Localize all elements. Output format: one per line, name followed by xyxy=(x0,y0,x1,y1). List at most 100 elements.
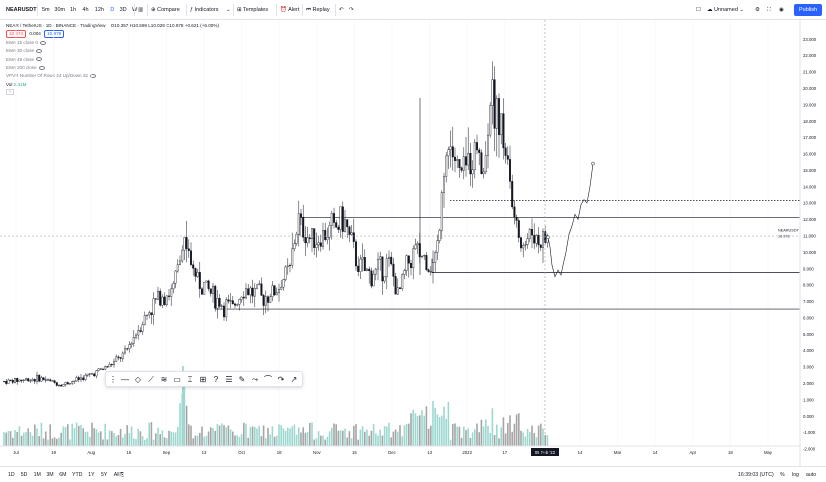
fullscreen-square-icon[interactable]: ☐ xyxy=(696,7,701,13)
volume-bar xyxy=(58,437,60,446)
trend-line-icon[interactable]: ⟋ xyxy=(148,375,154,384)
legend-indicator[interactable]: VPVR Number Of Rows 24 Up/Down 32 xyxy=(6,72,219,80)
indicator-label: EMA 15 close 0 xyxy=(6,39,38,45)
range-YTD[interactable]: YTD xyxy=(72,472,83,478)
date-range-icon[interactable]: ⌶ xyxy=(187,375,193,384)
templates-button[interactable]: ⊞ Templates xyxy=(237,4,268,16)
range-5Y[interactable]: 5Y xyxy=(101,472,108,478)
candles-type-icon[interactable]: ▥ xyxy=(138,7,144,13)
symbol-search[interactable]: NEARUSDT xyxy=(6,7,37,13)
candle-body xyxy=(209,288,212,294)
candle-body xyxy=(211,285,214,294)
range-1M[interactable]: 1M xyxy=(33,472,41,478)
horizontal-line-icon[interactable]: — xyxy=(121,375,129,384)
legend-indicator[interactable]: EMA 49 close xyxy=(6,56,219,64)
rectangle-icon[interactable]: ▭ xyxy=(173,375,181,384)
price-axis[interactable]: 23.000 22.000 21.000 20.000 19.000 18.000 17.0… xyxy=(799,20,826,466)
volume-bar xyxy=(214,430,216,446)
volume-bar xyxy=(405,423,408,446)
candle-body xyxy=(445,155,448,177)
candle-body xyxy=(29,380,32,382)
range-3M[interactable]: 3M xyxy=(46,472,54,478)
horizontal-levels[interactable]: 13.14612.1218.7486.52510.978NEARUSDT10.9… xyxy=(214,197,825,313)
publish-button[interactable]: Publish xyxy=(794,4,822,16)
candle-body xyxy=(489,105,492,136)
indicators-dropdown-icon[interactable]: ⌄ xyxy=(226,7,231,13)
volume-bar xyxy=(447,401,450,446)
layout-button[interactable]: ☁ Unnamed ⌄ xyxy=(707,4,744,16)
fullscreen-icon[interactable]: ⛶ xyxy=(767,7,771,13)
interval-1h[interactable]: 1h xyxy=(70,7,77,13)
legend-indicator[interactable]: EMA 30 close xyxy=(6,47,219,55)
candle-body xyxy=(465,156,468,166)
eye-hidden-icon[interactable] xyxy=(38,65,45,70)
interval-12h[interactable]: 12h xyxy=(94,7,104,13)
legend-indicator[interactable]: EMA 200 close xyxy=(6,64,219,72)
brush-icon[interactable]: ✎ xyxy=(238,375,246,384)
buy-price-box[interactable]: 10.978 xyxy=(44,30,65,39)
camera-icon[interactable]: ◉ xyxy=(779,7,784,13)
range-1D[interactable]: 1D xyxy=(8,472,15,478)
date-range-calendar-icon[interactable]: ⎘ xyxy=(120,472,125,478)
legend-indicator[interactable]: EMA 15 close 0 xyxy=(6,39,219,47)
price-tick-label: 2.000 xyxy=(803,381,814,386)
legend-title[interactable]: NEAR / TetherUS · 1D · BINANCE · Trading… xyxy=(6,23,106,28)
candle-body xyxy=(377,259,380,270)
volume-bar xyxy=(119,428,122,446)
drag-handle-icon[interactable]: ⋮ xyxy=(109,375,117,384)
settings-gear-icon[interactable]: ⚙ xyxy=(755,7,760,13)
interval-30m[interactable]: 30m xyxy=(54,7,66,13)
candle-body xyxy=(533,234,536,244)
indicators-button[interactable]: ƒ Indicators xyxy=(190,4,218,16)
log-toggle[interactable]: log xyxy=(792,472,799,478)
compare-button[interactable]: ⊕ Compare xyxy=(151,4,180,16)
auto-toggle[interactable]: auto xyxy=(806,472,817,478)
range-1Y[interactable]: 1Y xyxy=(88,472,95,478)
range-6M[interactable]: 6M xyxy=(59,472,67,478)
candle-body xyxy=(460,167,463,171)
volume-bar xyxy=(269,434,271,446)
arc-icon[interactable]: ⌒ xyxy=(264,375,272,384)
eye-hidden-icon[interactable] xyxy=(36,49,43,53)
clock[interactable]: 16:39:03 (UTC) xyxy=(738,472,774,478)
grid-icon[interactable]: ⊞ xyxy=(199,375,207,384)
redo-icon[interactable]: ↷ xyxy=(349,7,354,13)
volume-bar xyxy=(522,432,524,446)
chevron-up-icon[interactable]: ⌃ xyxy=(6,89,14,96)
volume-bar xyxy=(445,418,447,446)
eye-hidden-icon[interactable] xyxy=(36,57,43,62)
parallel-channel-icon[interactable]: ≋ xyxy=(160,375,168,384)
candle-body xyxy=(5,381,8,384)
fib-icon[interactable]: ☰ xyxy=(225,375,233,384)
diamond-icon[interactable]: ◇ xyxy=(134,375,142,384)
volume-bar xyxy=(295,434,298,446)
volume-bar xyxy=(29,432,32,446)
price-chart[interactable]: 13.14612.1218.7486.52510.978NEARUSDT10.9… xyxy=(0,20,826,466)
arrow-icon[interactable]: ↗ xyxy=(290,375,298,384)
interval-5m[interactable]: 5m xyxy=(42,7,50,13)
volume-bar xyxy=(524,436,527,446)
time-tick-label: 16 xyxy=(126,450,131,455)
time-axis[interactable]: Jul 19 Aug 16 Sep 13 Oct 18 Nov 15 Dec 13 2022 17 Feb 1… xyxy=(0,445,800,455)
percent-toggle[interactable]: % xyxy=(780,472,785,478)
projection-path[interactable] xyxy=(546,161,595,278)
question-icon[interactable]: ? xyxy=(213,375,219,384)
projection-line[interactable] xyxy=(547,163,594,278)
volume-bar xyxy=(509,415,511,446)
range-All[interactable]: All xyxy=(113,472,120,478)
path-icon[interactable]: ⤳ xyxy=(251,375,259,384)
projection-end-handle[interactable] xyxy=(591,161,595,166)
undo-icon[interactable]: ↶ xyxy=(339,7,344,13)
curve-icon[interactable]: ↷ xyxy=(277,375,285,384)
alert-button[interactable]: ⏰ Alert xyxy=(280,4,299,16)
interval-3D[interactable]: 3D xyxy=(119,7,127,13)
interval-4h[interactable]: 4h xyxy=(82,7,89,13)
volume-bar xyxy=(386,426,388,446)
interval-D[interactable]: D xyxy=(110,7,115,13)
range-5D[interactable]: 5D xyxy=(20,472,28,478)
eye-hidden-icon[interactable] xyxy=(39,40,46,45)
candle-body xyxy=(106,366,109,368)
candle-body xyxy=(278,289,281,293)
eye-hidden-icon[interactable] xyxy=(89,74,96,79)
replay-button[interactable]: ⏮ Replay xyxy=(306,4,330,16)
